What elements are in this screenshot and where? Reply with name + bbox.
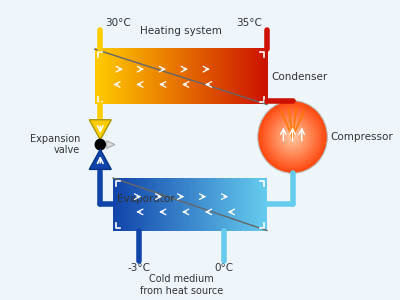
Text: Cold medium
from heat source: Cold medium from heat source	[140, 274, 223, 296]
Text: 35°C: 35°C	[236, 18, 262, 28]
Circle shape	[286, 130, 299, 144]
Circle shape	[264, 107, 321, 166]
Text: -3°C: -3°C	[127, 263, 150, 273]
Circle shape	[277, 121, 308, 153]
Text: Heating system: Heating system	[140, 26, 222, 36]
Text: Evaporator: Evaporator	[117, 194, 174, 203]
Circle shape	[273, 117, 312, 157]
Text: 0°C: 0°C	[214, 263, 234, 273]
Circle shape	[263, 106, 322, 167]
Circle shape	[278, 122, 307, 152]
Circle shape	[262, 104, 324, 170]
Circle shape	[259, 102, 326, 172]
Circle shape	[267, 110, 318, 164]
Circle shape	[272, 116, 313, 158]
Circle shape	[279, 123, 306, 151]
Circle shape	[275, 119, 310, 155]
Circle shape	[284, 128, 301, 146]
Circle shape	[282, 125, 304, 148]
Circle shape	[265, 108, 320, 166]
Circle shape	[281, 124, 304, 149]
Circle shape	[290, 134, 295, 140]
Circle shape	[260, 103, 326, 171]
Circle shape	[282, 127, 303, 148]
Circle shape	[274, 118, 311, 156]
Circle shape	[269, 112, 316, 162]
Text: 30°C: 30°C	[105, 18, 131, 28]
Circle shape	[268, 111, 317, 163]
Circle shape	[276, 120, 309, 154]
Circle shape	[258, 101, 327, 173]
Polygon shape	[89, 149, 111, 170]
Text: Compressor: Compressor	[330, 132, 393, 142]
Circle shape	[262, 105, 323, 169]
Text: Condenser: Condenser	[272, 72, 328, 82]
Circle shape	[280, 124, 305, 150]
Circle shape	[292, 136, 294, 138]
Circle shape	[289, 133, 296, 141]
Circle shape	[287, 131, 298, 143]
Circle shape	[272, 115, 314, 159]
Polygon shape	[89, 120, 111, 140]
Circle shape	[95, 139, 105, 150]
Circle shape	[266, 109, 319, 165]
Circle shape	[270, 113, 316, 161]
Circle shape	[291, 135, 294, 139]
Circle shape	[288, 132, 297, 142]
Circle shape	[283, 128, 302, 146]
Text: Expansion
valve: Expansion valve	[30, 134, 80, 155]
Polygon shape	[107, 141, 115, 148]
Circle shape	[270, 114, 314, 160]
Circle shape	[285, 129, 300, 145]
Circle shape	[260, 103, 325, 170]
